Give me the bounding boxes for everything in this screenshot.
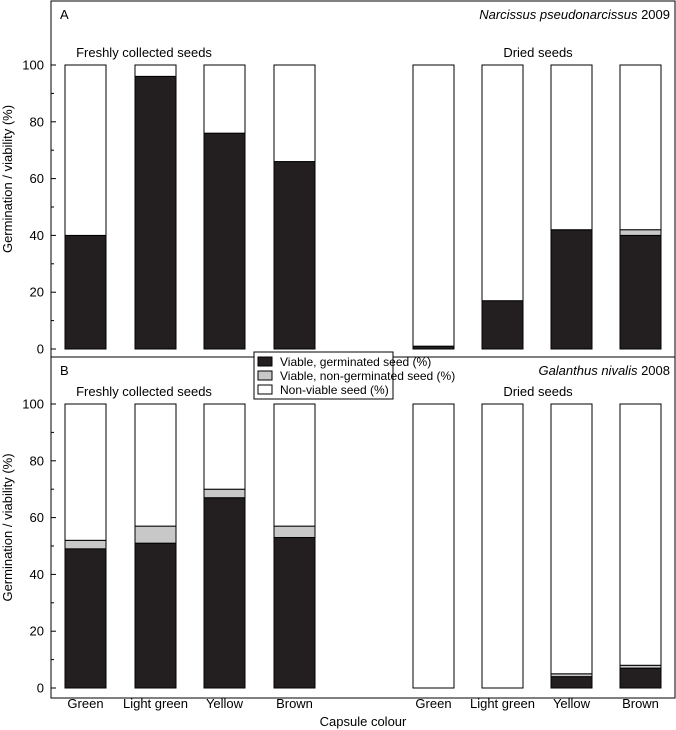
bar-b-2-series-0 — [203, 497, 246, 689]
x-category-label: Green — [415, 696, 451, 711]
bar-a-0-series-0 — [64, 234, 107, 350]
bar-outline — [481, 64, 524, 350]
y-tick-label: 20 — [30, 285, 44, 300]
bar-b-6-series-2 — [550, 403, 593, 675]
bar-b-3-series-0 — [273, 536, 316, 689]
bar-a-7-series-1 — [619, 229, 662, 236]
bar-b-1-series-1 — [134, 525, 177, 544]
bar-b-0-series-1 — [64, 539, 107, 550]
group-label-dried: Dried seeds — [503, 384, 573, 399]
bar-outline — [550, 64, 593, 350]
bar-b-3-series-2 — [273, 403, 316, 527]
bar-outline — [412, 64, 455, 350]
bar-outline — [412, 403, 455, 689]
group-label-fresh: Freshly collected seeds — [76, 384, 212, 399]
bar-b-7-series-0 — [619, 667, 662, 689]
bar-b-0-series-0 — [64, 548, 107, 689]
species-name: Galanthus nivalis — [538, 363, 637, 378]
bar-b-1-series-2 — [134, 403, 177, 527]
panel-a: 0 20 40 60 80 100 Germination / viability (%) A… — [0, 0, 676, 358]
bar-a-1-series-0 — [134, 75, 177, 350]
y-tick-label: 100 — [22, 58, 44, 73]
x-category-label: Light green — [123, 696, 188, 711]
legend-label: Viable, non-germinated seed (%) — [280, 369, 455, 383]
y-tick-label: 60 — [30, 510, 44, 525]
bar-a-7-series-0 — [619, 234, 662, 350]
bar-a-3-series-2 — [273, 64, 316, 163]
bar-outline — [273, 403, 316, 689]
bar-b-0-series-2 — [64, 403, 107, 541]
x-axis-title: Capsule colour — [320, 714, 407, 729]
bar-b-1-series-0 — [134, 542, 177, 689]
x-category-label: Green — [67, 696, 103, 711]
y-tick-label: 80 — [30, 114, 44, 129]
x-category-label: Brown — [622, 696, 659, 711]
y-tick-label: 40 — [30, 567, 44, 582]
legend: Viable, germinated seed (%)Viable, non-g… — [253, 351, 455, 400]
y-tick-label: 80 — [30, 453, 44, 468]
bar-a-1-series-2 — [134, 64, 177, 77]
x-category-label: Light green — [470, 696, 535, 711]
bar-outline — [64, 64, 107, 350]
bar-outline — [134, 64, 177, 350]
x-category-label: Yellow — [553, 696, 591, 711]
y-axis-title: Germination / viability (%) — [0, 105, 15, 253]
species-year: 2008 — [637, 363, 670, 378]
bar-outline — [619, 64, 662, 350]
bar-outline — [203, 403, 246, 689]
x-category-label: Brown — [276, 696, 313, 711]
bar-outline — [619, 403, 662, 689]
bar-b-7-series-2 — [619, 403, 662, 666]
y-tick-label: 40 — [30, 228, 44, 243]
bar-outline — [134, 403, 177, 689]
bar-b-4-series-2 — [412, 403, 455, 689]
y-tick-label: 100 — [22, 397, 44, 412]
bar-a-5-series-0 — [481, 300, 524, 350]
bar-a-6-series-0 — [550, 229, 593, 350]
species-title: Galanthus nivalis 2008 — [538, 363, 670, 378]
legend-swatch — [257, 384, 273, 395]
bar-a-2-series-0 — [203, 132, 246, 350]
bar-a-0-series-2 — [64, 64, 107, 236]
legend-swatch — [257, 356, 273, 367]
bar-b-3-series-1 — [273, 525, 316, 538]
bar-b-2-series-1 — [203, 488, 246, 499]
panel-b: 0 20 40 60 80 100 Germination / viability (%) B… — [0, 356, 676, 729]
bar-a-2-series-2 — [203, 64, 246, 134]
panel-letter: B — [60, 363, 69, 378]
y-tick-label: 60 — [30, 171, 44, 186]
legend-box — [253, 351, 394, 400]
bar-outline — [550, 403, 593, 689]
panel-letter: A — [60, 7, 69, 22]
legend-label: Viable, germinated seed (%) — [280, 355, 431, 369]
bar-a-4-series-2 — [412, 64, 455, 347]
y-tick-label: 0 — [37, 342, 44, 357]
bar-b-2-series-2 — [203, 403, 246, 490]
bar-outline — [64, 403, 107, 689]
bar-b-6-series-0 — [550, 676, 593, 689]
bar-a-7-series-2 — [619, 64, 662, 231]
legend-label: Non-viable seed (%) — [280, 383, 389, 397]
bar-a-6-series-2 — [550, 64, 593, 231]
y-tick-label: 20 — [30, 624, 44, 639]
bar-a-3-series-0 — [273, 161, 316, 350]
bar-b-5-series-2 — [481, 403, 524, 689]
group-label-fresh: Freshly collected seeds — [76, 45, 212, 60]
y-axis-title: Germination / viability (%) — [0, 453, 15, 601]
bar-outline — [203, 64, 246, 350]
bar-a-5-series-2 — [481, 64, 524, 302]
bar-outline — [481, 403, 524, 689]
bar-outline — [273, 64, 316, 350]
x-category-label: Yellow — [206, 696, 244, 711]
group-label-dried: Dried seeds — [503, 45, 573, 60]
species-name: Narcissus pseudonarcissus — [479, 7, 638, 22]
y-tick-label: 0 — [37, 681, 44, 696]
legend-swatch — [257, 370, 273, 381]
species-title: Narcissus pseudonarcissus 2009 — [479, 7, 670, 22]
species-year: 2009 — [637, 7, 670, 22]
